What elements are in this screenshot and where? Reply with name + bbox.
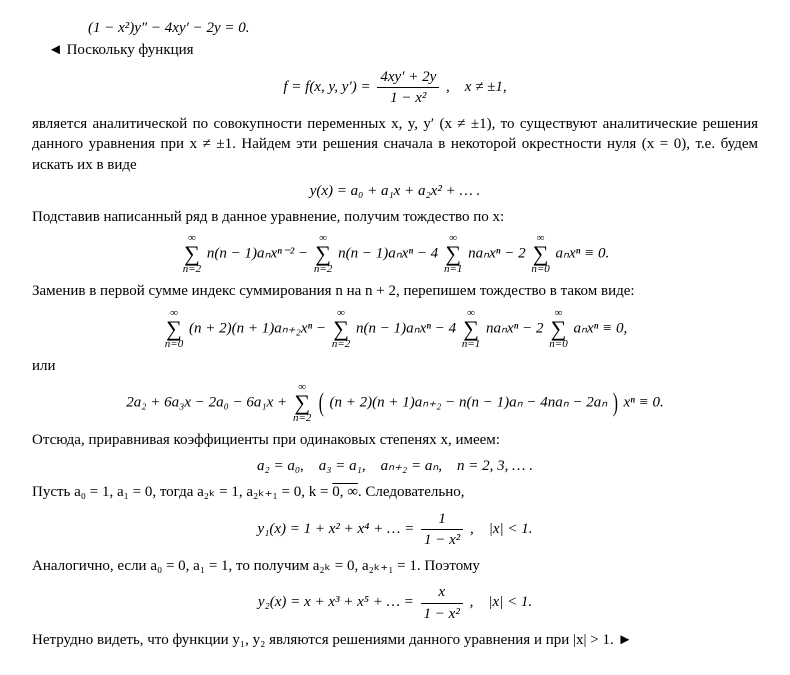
term-3-tail: xⁿ ≡ 0. [623, 394, 663, 410]
term-1c: naₙxⁿ − 2 [468, 246, 525, 262]
paragraph-intro: ◄ Поскольку функция [32, 40, 758, 60]
sum-lb: n=0 [549, 339, 567, 350]
sum-icon: ∞ ∑ n=2 [332, 308, 350, 350]
sum-icon: ∞ ∑ n=1 [444, 233, 462, 275]
sigma-icon: ∑ [462, 319, 480, 339]
sum-icon: ∞ ∑ n=0 [549, 308, 567, 350]
eq-f-num: 4xy′ + 2y [377, 67, 439, 88]
sigma-icon: ∑ [165, 319, 183, 339]
paren-right-icon: ) [613, 393, 618, 413]
sigma-icon: ∑ [444, 244, 462, 264]
p6-c: . Следовательно, [358, 484, 465, 500]
sigma-icon: ∑ [531, 244, 549, 264]
y1-num: 1 [421, 509, 463, 530]
paragraph-6: Пусть a₀ = 1, a₁ = 0, тогда a₂ₖ = 1, a₂ₖ… [32, 482, 758, 502]
sum-icon: ∞ ∑ n=0 [531, 233, 549, 275]
term-1a: n(n − 1)aₙxⁿ⁻² − [207, 246, 308, 262]
term-3-lead: 2a₂ + 6a₃x − 2a₀ − 6a₁x + [126, 394, 287, 410]
sum-icon: ∞ ∑ n=2 [293, 382, 311, 424]
sum-icon: ∞ ∑ n=0 [165, 308, 183, 350]
sigma-icon: ∑ [293, 393, 311, 413]
term-1b: n(n − 1)aₙxⁿ − 4 [338, 246, 438, 262]
equation-recurrence: a₂ = a₀, a₃ = a₁, aₙ₊₂ = aₙ, n = 2, 3, …… [32, 456, 758, 476]
paragraph-5: Отсюда, приравнивая коэффициенты при оди… [32, 430, 758, 450]
term-3-body: (n + 2)(n + 1)aₙ₊₂ − n(n − 1)aₙ − 4naₙ −… [330, 394, 608, 410]
paragraph-7: Аналогично, если a₀ = 0, a₁ = 1, то полу… [32, 556, 758, 576]
label-ili: или [32, 356, 758, 376]
p6-overline: 0, ∞ [332, 484, 358, 500]
sum-lb: n=0 [165, 339, 183, 350]
sigma-icon: ∑ [549, 319, 567, 339]
p6-a: Пусть a₀ = 1, a₁ = 0, тогда a₂ₖ = 1, a₂ₖ… [32, 484, 332, 500]
sum-lb: n=2 [332, 339, 350, 350]
y2-num: x [421, 582, 463, 603]
y1-den: 1 − x² [421, 530, 463, 550]
identity-2: ∞ ∑ n=0 (n + 2)(n + 1)aₙ₊₂xⁿ − ∞ ∑ n=2 n… [32, 308, 758, 350]
equation-series: y(x) = a₀ + a₁x + a₂x² + … . [32, 181, 758, 201]
paragraph-8: Нетрудно видеть, что функции y₁, y₂ явля… [32, 630, 758, 650]
identity-3: 2a₂ + 6a₃x − 2a₀ − 6a₁x + ∞ ∑ n=2 ( (n +… [32, 382, 758, 424]
sum-lb: n=2 [183, 264, 201, 275]
paragraph-4: Заменив в первой сумме индекс суммирован… [32, 281, 758, 301]
y1-lhs: y₁(x) = 1 + x² + x⁴ + … = [257, 521, 414, 537]
eq-f-cond: , x ≠ ±1, [446, 79, 507, 95]
eq-f-frac: 4xy′ + 2y 1 − x² [377, 67, 439, 109]
sum-lb: n=2 [314, 264, 332, 275]
y2-den: 1 − x² [421, 604, 463, 624]
paragraph-2: является аналитической по совокупности п… [32, 114, 758, 175]
sigma-icon: ∑ [332, 319, 350, 339]
y1-cond: , |x| < 1. [470, 521, 533, 537]
sum-lb: n=0 [531, 264, 549, 275]
eq-f-lhs: f = f(x, y, y′) = [283, 79, 370, 95]
equation-y2: y₂(x) = x + x³ + x⁵ + … = x 1 − x² , |x|… [32, 582, 758, 624]
y2-frac: x 1 − x² [421, 582, 463, 624]
sum-icon: ∞ ∑ n=2 [183, 233, 201, 275]
sum-lb: n=2 [293, 413, 311, 424]
sum-icon: ∞ ∑ n=1 [462, 308, 480, 350]
equation-y1: y₁(x) = 1 + x² + x⁴ + … = 1 1 − x² , |x|… [32, 509, 758, 551]
sum-icon: ∞ ∑ n=2 [314, 233, 332, 275]
y2-lhs: y₂(x) = x + x³ + x⁵ + … = [258, 594, 414, 610]
paragraph-3: Подставив написанный ряд в данное уравне… [32, 207, 758, 227]
eq-f-den: 1 − x² [377, 88, 439, 108]
equation-ode: (1 − x²)y″ − 4xy′ − 2y = 0. [32, 18, 758, 38]
term-2d: aₙxⁿ ≡ 0, [573, 320, 627, 336]
term-2c: naₙxⁿ − 2 [486, 320, 543, 336]
term-2a: (n + 2)(n + 1)aₙ₊₂xⁿ − [189, 320, 326, 336]
sum-lb: n=1 [462, 339, 480, 350]
term-1d: aₙxⁿ ≡ 0. [556, 246, 610, 262]
y2-cond: , |x| < 1. [470, 594, 533, 610]
identity-1: ∞ ∑ n=2 n(n − 1)aₙxⁿ⁻² − ∞ ∑ n=2 n(n − 1… [32, 233, 758, 275]
y1-frac: 1 1 − x² [421, 509, 463, 551]
paren-left-icon: ( [319, 393, 324, 413]
sigma-icon: ∑ [314, 244, 332, 264]
equation-f: f = f(x, y, y′) = 4xy′ + 2y 1 − x² , x ≠… [32, 67, 758, 109]
sigma-icon: ∑ [183, 244, 201, 264]
sum-lb: n=1 [444, 264, 462, 275]
term-2b: n(n − 1)aₙxⁿ − 4 [356, 320, 456, 336]
